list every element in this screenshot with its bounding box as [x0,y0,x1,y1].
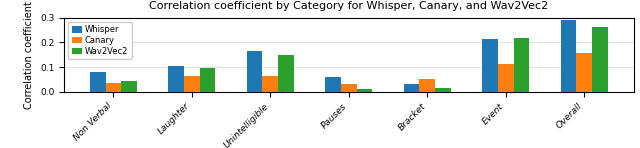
Bar [577,53,592,92]
Bar [561,20,577,92]
Bar [356,89,372,92]
Bar [404,84,419,92]
Bar [200,68,216,92]
Y-axis label: Correlation coefficient: Correlation coefficient [24,1,35,109]
Bar [247,51,262,92]
Bar [262,77,278,92]
Bar [121,81,137,92]
Bar [278,55,294,92]
Bar [90,71,106,92]
Bar [498,64,513,92]
Bar [513,38,529,92]
Bar [419,79,435,92]
Bar [482,39,498,92]
Bar [184,77,200,92]
Title: Correlation coefficient by Category for Whisper, Canary, and Wav2Vec2: Correlation coefficient by Category for … [149,1,548,11]
Bar [325,77,341,92]
Bar [341,84,356,92]
Legend: Whisper, Canary, Wav2Vec2: Whisper, Canary, Wav2Vec2 [68,22,132,59]
Bar [435,88,451,92]
Bar [592,27,608,92]
Bar [168,66,184,92]
Bar [106,83,121,92]
